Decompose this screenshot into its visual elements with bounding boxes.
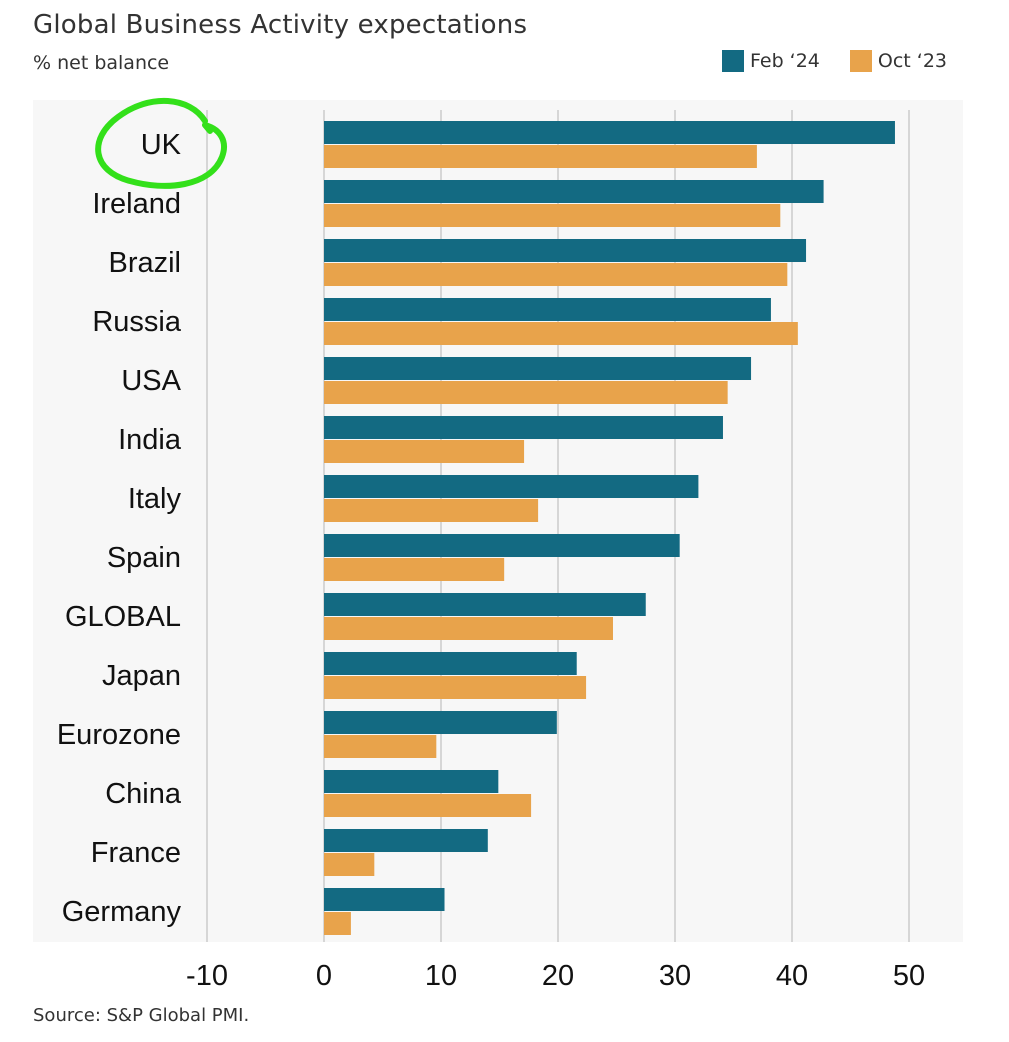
bar-oct23 [324, 558, 505, 581]
bar-feb24 [324, 416, 723, 439]
bar-oct23 [324, 912, 351, 935]
x-tick-label: 20 [542, 960, 574, 992]
bar-oct23 [324, 322, 798, 345]
bar-feb24 [324, 888, 445, 911]
bar-oct23 [324, 676, 587, 699]
bar-feb24 [324, 770, 499, 793]
category-label: India [118, 424, 182, 456]
bar-oct23 [324, 204, 781, 227]
bar-oct23 [324, 499, 539, 522]
bar-feb24 [324, 711, 557, 734]
category-label: France [91, 837, 181, 869]
bar-oct23 [324, 381, 728, 404]
category-label: Germany [62, 896, 182, 928]
bar-oct23 [324, 853, 375, 876]
bar-oct23 [324, 617, 613, 640]
bar-feb24 [324, 475, 699, 498]
category-label: China [105, 778, 182, 810]
legend-label-feb24: Feb ‘24 [750, 50, 820, 72]
x-tick-label: 10 [425, 960, 457, 992]
x-tick-label: -10 [186, 960, 228, 992]
bar-feb24 [324, 829, 488, 852]
category-label: Ireland [92, 188, 181, 220]
bar-chart: -10 0 10 20 30 40 50 UK Ireland Brazil Russia USA In… [56, 97, 926, 992]
bar-oct23 [324, 440, 525, 463]
bar-feb24 [324, 534, 680, 557]
x-tick-label: 40 [776, 960, 808, 992]
legend-label-oct23: Oct ‘23 [877, 50, 948, 72]
chart-title: Global Business Activity expectations [33, 10, 528, 40]
chart-subtitle: % net balance [33, 52, 170, 74]
bar-oct23 [324, 145, 757, 168]
bar-oct23 [324, 735, 437, 758]
category-label: UK [141, 129, 182, 161]
legend-item-feb24: Feb ‘24 [722, 50, 820, 72]
category-label: Brazil [108, 247, 181, 279]
legend-swatch-feb24 [722, 50, 744, 72]
bar-feb24 [324, 593, 646, 616]
x-tick-label: 30 [659, 960, 691, 992]
category-label: Japan [102, 660, 181, 692]
highlight-circle [95, 97, 227, 189]
category-label: Eurozone [57, 719, 181, 751]
legend-item-oct23: Oct ‘23 [849, 50, 948, 72]
bar-feb24 [324, 180, 824, 203]
bar-oct23 [324, 263, 788, 286]
x-tick-label: 50 [893, 960, 925, 992]
category-label: Italy [128, 483, 182, 515]
bar-feb24 [324, 652, 577, 675]
bar-feb24 [324, 357, 752, 380]
bar-feb24 [324, 121, 895, 144]
legend-swatch-oct23 [849, 50, 872, 72]
legend: Feb ‘24 Oct ‘23 [722, 50, 977, 72]
category-label: Russia [92, 306, 182, 338]
x-tick-label: 0 [316, 960, 332, 992]
category-label: USA [121, 365, 181, 397]
source-note: Source: S&P Global PMI. [33, 1005, 250, 1026]
category-label: Spain [107, 542, 181, 574]
bar-feb24 [324, 239, 807, 262]
bar-oct23 [324, 794, 532, 817]
bar-feb24 [324, 298, 771, 321]
category-label: GLOBAL [65, 601, 181, 633]
